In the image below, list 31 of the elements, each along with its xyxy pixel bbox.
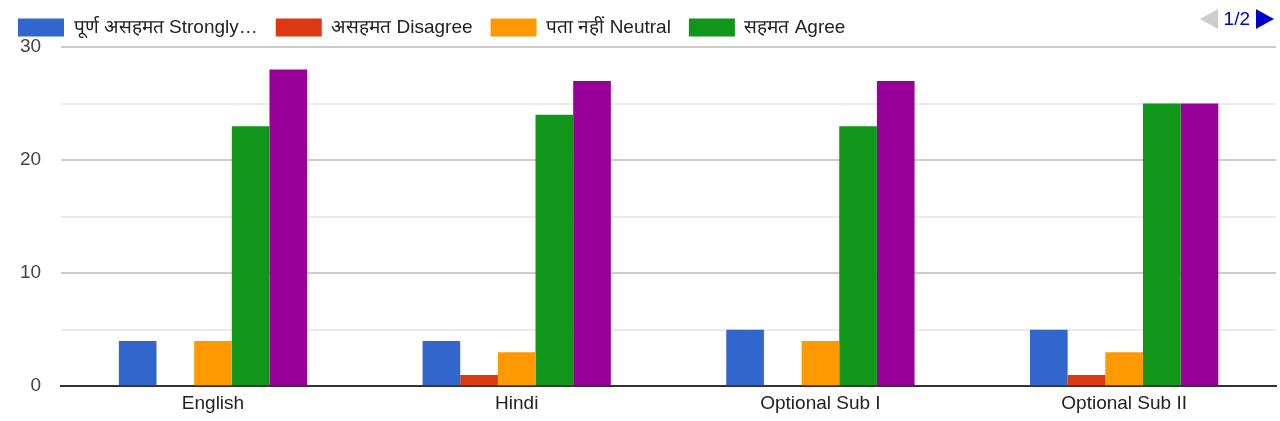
bar	[269, 69, 308, 386]
bar	[422, 340, 461, 386]
bar	[1180, 103, 1219, 386]
bar	[535, 114, 574, 386]
x-tick-label: Optional Sub I	[760, 391, 881, 413]
bar	[1105, 352, 1143, 386]
bar	[497, 352, 536, 386]
bar	[460, 374, 498, 386]
legend-label: पूर्ण असहमत Strongly…	[73, 14, 258, 39]
y-tick-label: 0	[30, 374, 42, 396]
bar	[876, 80, 915, 386]
legend-label: पता नहीं Neutral	[546, 14, 671, 37]
x-tick-label: Hindi	[495, 391, 539, 413]
bar	[801, 340, 840, 386]
legend-label: सहमत Agree	[744, 15, 846, 37]
bar	[1067, 374, 1106, 386]
x-tick-label: Optional Sub II	[1061, 391, 1187, 413]
bar	[1029, 329, 1068, 386]
bar	[726, 329, 764, 386]
y-tick-label: 30	[19, 35, 42, 57]
y-tick-label: 10	[19, 261, 42, 283]
bar	[573, 80, 611, 386]
bar	[231, 126, 270, 386]
text: 1/2	[1223, 8, 1250, 29]
bar	[1142, 103, 1181, 386]
legend-label: असहमत Disagree	[331, 15, 473, 37]
bar	[118, 340, 157, 386]
bar	[194, 340, 232, 386]
x-tick-label: English	[181, 391, 245, 413]
bar	[839, 126, 877, 386]
y-tick-label: 20	[19, 148, 42, 170]
